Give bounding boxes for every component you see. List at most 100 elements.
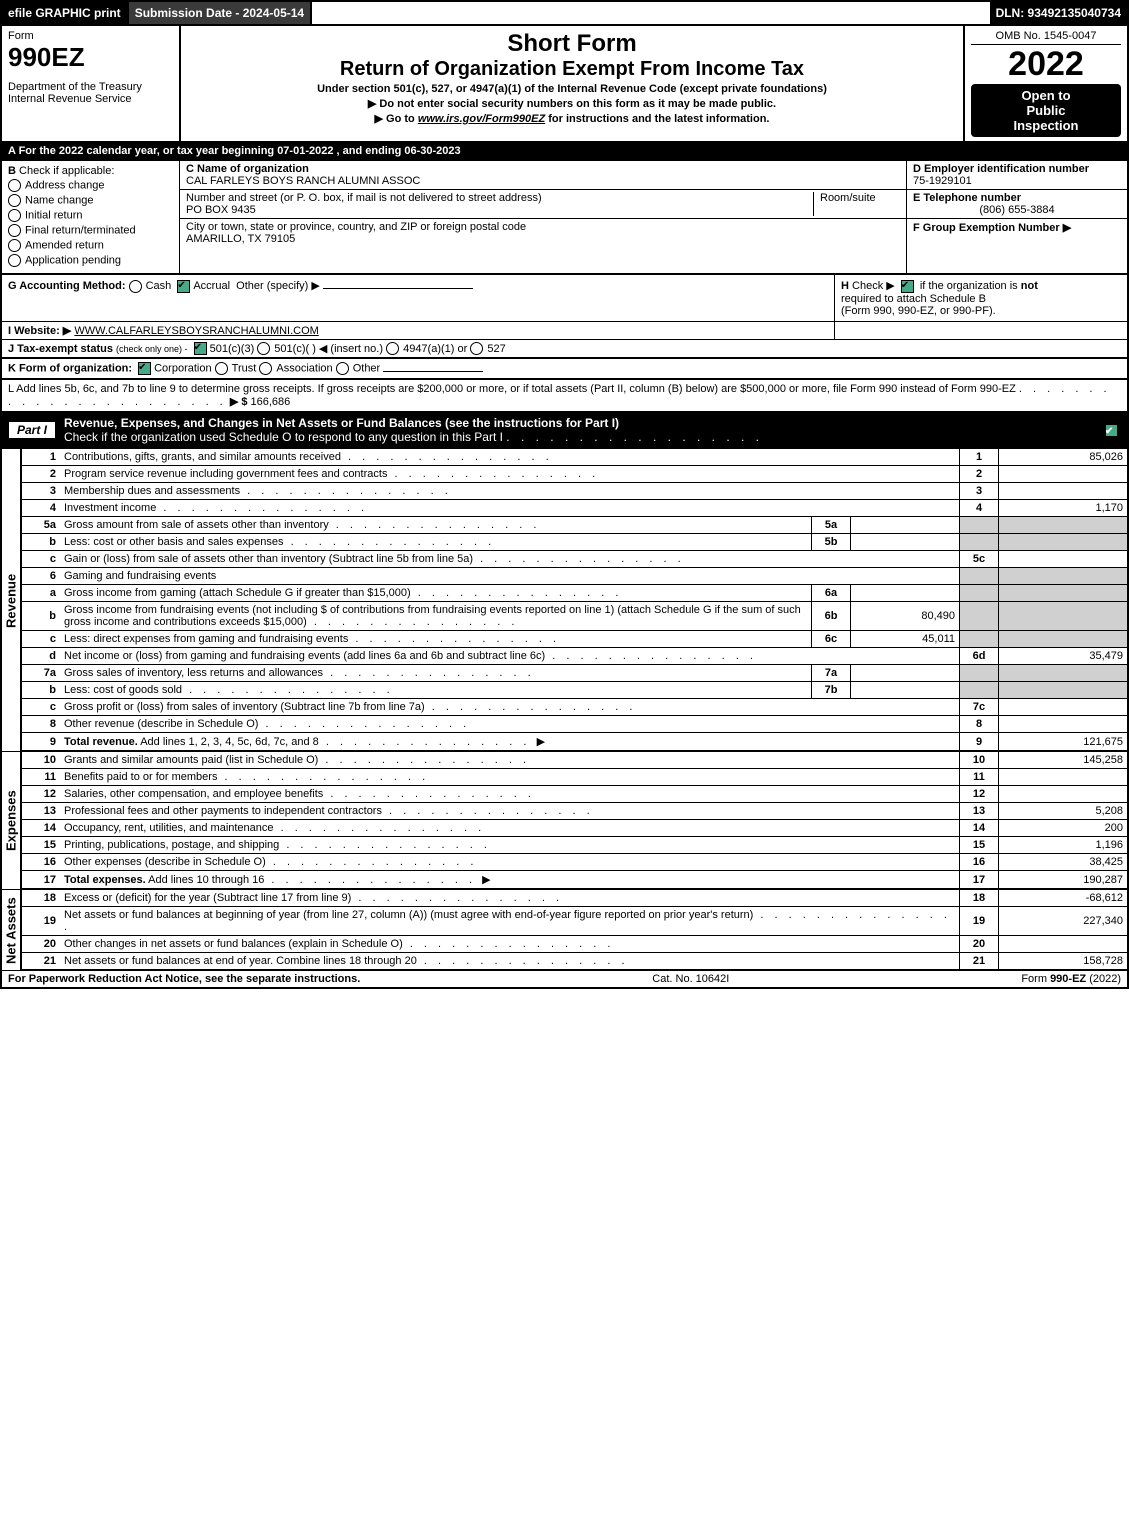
accrual-label: Accrual [193, 280, 230, 292]
line-row: 9Total revenue. Add lines 1, 2, 3, 4, 5c… [1, 733, 1128, 752]
sub-label: 5a [812, 517, 851, 534]
sub-value: 80,490 [851, 602, 960, 631]
part1-subtitle: Check if the organization used Schedule … [64, 430, 503, 444]
line-number: 2 [21, 466, 60, 483]
j-opt2: 501(c)( ) ◀ (insert no.) [274, 343, 383, 355]
k-row: K Form of organization: Corporation Trus… [0, 359, 1129, 380]
column-b: B Check if applicable: Address change Na… [2, 161, 180, 273]
chk-application-pending[interactable]: Application pending [8, 254, 173, 267]
efile-label[interactable]: efile GRAPHIC print [2, 2, 129, 24]
chk-initial-return[interactable]: Initial return [8, 209, 173, 222]
line-label-cell: 13 [960, 803, 999, 820]
line-row: 6Gaming and fundraising events [1, 568, 1128, 585]
form-number: 990EZ [8, 42, 173, 73]
h-check: Check ▶ [852, 280, 895, 292]
line-row: 4Investment income . . . . . . . . . . .… [1, 500, 1128, 517]
chk-trust[interactable] [215, 362, 228, 375]
line-row: 3Membership dues and assessments . . . .… [1, 483, 1128, 500]
chk-527[interactable] [470, 342, 483, 355]
line-row: 11Benefits paid to or for members . . . … [1, 769, 1128, 786]
chk-schedule-o[interactable] [1105, 424, 1118, 437]
line-label-cell: 19 [960, 907, 999, 936]
line-desc: Net assets or fund balances at end of ye… [60, 953, 960, 971]
line-value-cell: -68,612 [999, 890, 1129, 907]
sub-label: 6b [812, 602, 851, 631]
irs-link[interactable]: www.irs.gov/Form990EZ [418, 113, 545, 125]
line-number: 9 [21, 733, 60, 752]
line-desc: Total expenses. Add lines 10 through 16 … [60, 871, 960, 890]
line-desc: Professional fees and other payments to … [60, 803, 960, 820]
section-label-vertical: Revenue [1, 449, 21, 751]
line-row: 8Other revenue (describe in Schedule O) … [1, 716, 1128, 733]
c-name-row: C Name of organization CAL FARLEYS BOYS … [180, 161, 906, 190]
line-desc: Net assets or fund balances at beginning… [60, 907, 960, 936]
dln-label: DLN: 93492135040734 [990, 2, 1127, 24]
line-value-cell: 35,479 [999, 648, 1129, 665]
j-row: J Tax-exempt status (check only one) - 5… [2, 340, 1127, 358]
line-row: aGross income from gaming (attach Schedu… [1, 585, 1128, 602]
c-street-label: Number and street (or P. O. box, if mail… [186, 192, 813, 204]
subtitle-goto: ▶ Go to www.irs.gov/Form990EZ for instru… [185, 112, 959, 125]
line-number: b [21, 534, 60, 551]
line-row: cLess: direct expenses from gaming and f… [1, 631, 1128, 648]
line-value-cell [999, 631, 1129, 648]
chk-corporation[interactable] [138, 362, 151, 375]
inspection-line2: Public [975, 103, 1117, 118]
line-number: 12 [21, 786, 60, 803]
line-desc: Other expenses (describe in Schedule O) … [60, 854, 960, 871]
line-value-cell: 200 [999, 820, 1129, 837]
line-label-cell: 14 [960, 820, 999, 837]
f-label: F Group Exemption Number [913, 222, 1060, 234]
chk-schedule-b[interactable] [901, 280, 914, 293]
line-label-cell: 12 [960, 786, 999, 803]
chk-final-return[interactable]: Final return/terminated [8, 224, 173, 237]
street-value: PO BOX 9435 [186, 204, 813, 216]
l-arrow: ▶ $ [230, 396, 248, 408]
line-value-cell: 190,287 [999, 871, 1129, 890]
line-row: cGross profit or (loss) from sales of in… [1, 699, 1128, 716]
line-row: 7aGross sales of inventory, less returns… [1, 665, 1128, 682]
line-number: 14 [21, 820, 60, 837]
line-desc: Occupancy, rent, utilities, and maintena… [60, 820, 960, 837]
chk-cash[interactable] [129, 280, 142, 293]
line-value-cell: 38,425 [999, 854, 1129, 871]
chk-association[interactable] [259, 362, 272, 375]
c-city-row: City or town, state or province, country… [180, 219, 906, 247]
chk-name-change[interactable]: Name change [8, 194, 173, 207]
line-desc: Gaming and fundraising events [60, 568, 960, 585]
line-number: 3 [21, 483, 60, 500]
sub-label: 5b [812, 534, 851, 551]
chk-other-org[interactable] [336, 362, 349, 375]
line-row: 5aGross amount from sale of assets other… [1, 517, 1128, 534]
line-value-cell [999, 483, 1129, 500]
line-desc: Grants and similar amounts paid (list in… [60, 752, 960, 769]
website-value[interactable]: WWW.CALFARLEYSBOYSRANCHALUMNI.COM [74, 325, 318, 337]
line-label-cell: 7c [960, 699, 999, 716]
column-c: C Name of organization CAL FARLEYS BOYS … [180, 161, 907, 273]
chk-501c[interactable] [257, 342, 270, 355]
header-left: Form 990EZ Department of the Treasury In… [2, 26, 181, 141]
line-desc: Less: cost or other basis and sales expe… [60, 534, 812, 551]
line-number: 13 [21, 803, 60, 820]
footer-left: For Paperwork Reduction Act Notice, see … [8, 973, 360, 985]
line-label-cell: 16 [960, 854, 999, 871]
line-value-cell [999, 699, 1129, 716]
h-text5: (Form 990, 990-EZ, or 990-PF). [841, 305, 1121, 317]
line-value-cell [999, 568, 1129, 585]
chk-accrual[interactable] [177, 280, 190, 293]
i-label: I Website: ▶ [8, 325, 71, 337]
line-desc: Net income or (loss) from gaming and fun… [60, 648, 960, 665]
chk-address-change[interactable]: Address change [8, 179, 173, 192]
line-number: 11 [21, 769, 60, 786]
h-row: H Check ▶ if the organization is not req… [834, 275, 1127, 321]
chk-501c3[interactable] [194, 342, 207, 355]
line-number: 16 [21, 854, 60, 871]
d-row: D Employer identification number 75-1929… [907, 161, 1127, 190]
room-suite-label: Room/suite [813, 192, 900, 216]
sub-label: 6c [812, 631, 851, 648]
line-number: c [21, 631, 60, 648]
g-row: G Accounting Method: Cash Accrual Other … [2, 275, 834, 321]
chk-4947[interactable] [386, 342, 399, 355]
line-desc: Salaries, other compensation, and employ… [60, 786, 960, 803]
chk-amended-return[interactable]: Amended return [8, 239, 173, 252]
